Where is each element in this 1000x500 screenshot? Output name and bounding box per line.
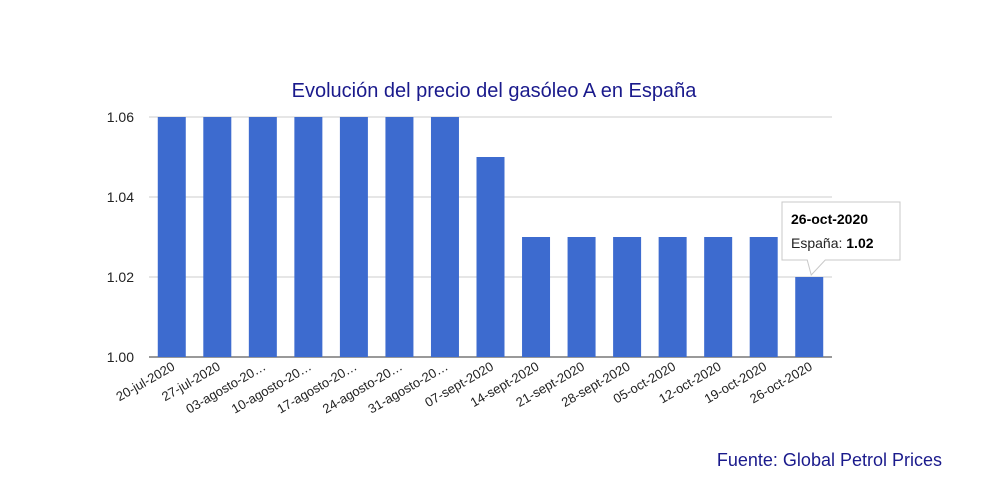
bar[interactable] xyxy=(704,237,733,357)
bar[interactable] xyxy=(658,237,687,357)
tooltip-date: 26-oct-2020 xyxy=(791,211,868,227)
y-axis-ticks: 1.00 1.02 1.04 1.06 xyxy=(107,109,134,365)
bar[interactable] xyxy=(294,117,323,357)
bar[interactable] xyxy=(203,117,232,357)
x-axis-ticks: 20-jul-202027-jul-202003-agosto-20…10-ag… xyxy=(113,359,814,417)
tooltip-value-line: España: 1.02 xyxy=(791,235,874,251)
source-label: Fuente: Global Petrol Prices xyxy=(717,450,942,470)
tooltip-box xyxy=(781,201,901,277)
chart-title: Evolución del precio del gasóleo A en Es… xyxy=(292,80,698,102)
tooltip-series-label: España: xyxy=(791,235,846,251)
bar[interactable] xyxy=(430,117,459,357)
tooltip: 26-oct-2020 España: 1.02 xyxy=(781,201,901,277)
bar[interactable] xyxy=(522,237,551,357)
y-tick-label: 1.06 xyxy=(107,109,134,125)
bar[interactable] xyxy=(385,117,414,357)
bar[interactable] xyxy=(613,237,642,357)
y-tick-label: 1.02 xyxy=(107,269,134,285)
y-tick-label: 1.04 xyxy=(107,189,134,205)
bar[interactable] xyxy=(157,117,186,357)
bar[interactable] xyxy=(476,157,505,357)
bar[interactable] xyxy=(248,117,277,357)
tooltip-value: 1.02 xyxy=(846,235,873,251)
bar[interactable] xyxy=(339,117,368,357)
bar[interactable] xyxy=(567,237,596,357)
y-tick-label: 1.00 xyxy=(107,349,134,365)
bar[interactable] xyxy=(749,237,778,357)
bars xyxy=(157,117,824,357)
bar[interactable] xyxy=(795,277,824,357)
